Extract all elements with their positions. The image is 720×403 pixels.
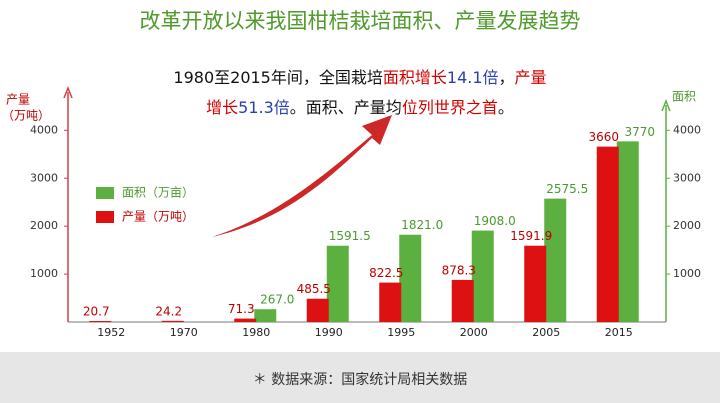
trend-arrow — [212, 115, 392, 237]
bar — [451, 279, 474, 322]
legend-swatch — [96, 211, 114, 223]
x-tick-label: 1995 — [387, 326, 415, 339]
annotation-part: 14.1倍 — [447, 68, 499, 87]
annotation: 增长51.3倍。面积、产量均位列世界之首。 — [206, 98, 514, 117]
value-label: 1591.5 — [329, 229, 371, 243]
bar — [616, 141, 639, 322]
y2-axis-arrow — [661, 98, 671, 112]
x-tick-label: 1980 — [242, 326, 270, 339]
y-tick-label: 1000 — [30, 267, 58, 280]
value-label: 71.3 — [228, 302, 255, 316]
bar — [161, 320, 184, 322]
value-label: 3660 — [588, 130, 619, 144]
y-axis-label: （万吨） — [2, 109, 50, 123]
annotation: 1980至2015年间，全国栽培面积增长14.1倍，产量 — [173, 68, 546, 87]
y2-axis-label: 面积 — [672, 90, 696, 104]
bar — [524, 245, 547, 322]
bar — [254, 309, 277, 322]
value-label: 1591.9 — [510, 229, 552, 243]
value-label: 1908.0 — [474, 214, 516, 228]
bar — [379, 282, 402, 322]
value-label: 24.2 — [155, 304, 182, 318]
bar — [399, 234, 422, 322]
value-label: 3770 — [624, 125, 655, 139]
bar — [234, 318, 257, 322]
y-tick-label: 2000 — [30, 219, 58, 232]
value-label: 20.7 — [83, 305, 110, 319]
annotation-part: 。 — [498, 98, 514, 117]
value-label: 2575.5 — [546, 182, 588, 196]
annotation-part: 1980至2015年间，全国栽培 — [173, 68, 382, 87]
y2-tick-label: 1000 — [673, 267, 701, 280]
annotation-part: 。面积、产量均 — [290, 98, 402, 117]
value-label: 1821.0 — [401, 218, 443, 232]
y-tick-label: 3000 — [30, 171, 58, 184]
x-tick-label: 2000 — [460, 326, 488, 339]
y2-tick-label: 3000 — [673, 171, 701, 184]
bar — [306, 298, 329, 322]
value-label: 822.5 — [369, 266, 403, 280]
value-label: 485.5 — [297, 282, 331, 296]
chart-title: 改革开放以来我国柑桔栽培面积、产量发展趋势 — [140, 9, 581, 33]
y2-tick-label: 4000 — [673, 123, 701, 136]
annotation-part: 位列世界之首 — [402, 98, 498, 117]
bar — [544, 198, 567, 322]
x-tick-label: 1952 — [97, 326, 125, 339]
annotation-part: ， — [499, 68, 515, 87]
bar — [326, 245, 349, 322]
legend-label: 面积（万亩） — [122, 185, 194, 200]
source: ＊ 数据来源：国家统计局相关数据 — [253, 371, 467, 388]
bar — [596, 146, 619, 322]
annotation-part: 面积增长 — [383, 68, 447, 87]
y-tick-label: 4000 — [30, 123, 58, 136]
legend-label: 产量（万吨） — [122, 210, 194, 224]
legend-swatch — [96, 187, 114, 199]
annotation-part: 增长 — [206, 98, 238, 117]
bar — [471, 230, 494, 322]
y2-tick-label: 2000 — [673, 219, 701, 232]
value-label: 267.0 — [260, 293, 294, 307]
y-axis-arrow — [63, 85, 73, 99]
x-tick-label: 2005 — [532, 326, 560, 339]
y-axis-label: 产量 — [6, 93, 30, 107]
value-label: 878.3 — [442, 263, 476, 277]
bar — [89, 321, 112, 322]
footer-band — [0, 352, 720, 403]
annotation-part: 51.3倍 — [238, 98, 290, 117]
x-tick-label: 2015 — [605, 326, 633, 339]
annotation-part: 产量 — [515, 68, 547, 87]
x-tick-label: 1990 — [315, 326, 343, 339]
x-tick-label: 1970 — [170, 326, 198, 339]
